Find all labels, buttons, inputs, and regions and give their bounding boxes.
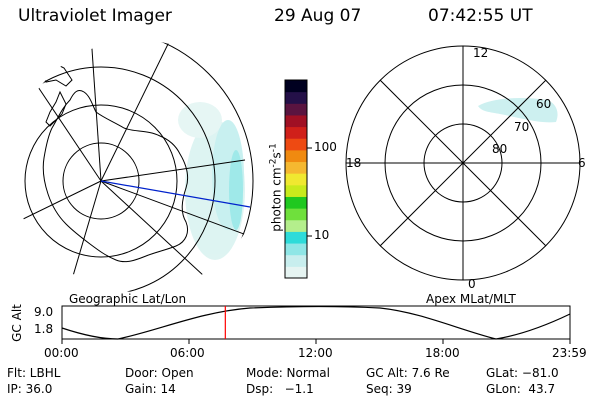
info-dsp: Dsp: −1.1 — [246, 382, 314, 396]
colorbar-cell — [285, 149, 307, 163]
xtick-2359: 23:59 — [552, 346, 587, 360]
info-filter: Flt: LBHL — [7, 366, 61, 380]
colorbar-tick-10: 10 — [314, 228, 330, 242]
info-ip: IP: 36.0 — [7, 382, 53, 396]
info-mode: Mode: Normal — [246, 366, 330, 380]
colorbar-tick-100: 100 — [314, 140, 337, 154]
info-gc-alt: GC Alt: 7.6 Re — [366, 366, 450, 380]
altitude-curve — [61, 305, 571, 340]
left-aurora-emission — [178, 102, 245, 260]
colorbar-cell — [285, 173, 307, 186]
mlat-label-60: 60 — [536, 97, 552, 111]
colorbar-cell — [285, 91, 307, 104]
info-door: Door: Open — [125, 366, 194, 380]
instrument-title: Ultraviolet Imager — [18, 6, 172, 26]
mlt-label-0: 0 — [468, 277, 476, 291]
mlt-label-18: 18 — [346, 156, 362, 170]
colorbar-cell — [285, 103, 307, 116]
orbit-track-line — [100, 180, 251, 208]
unit-exp-s: -1 — [268, 143, 279, 153]
colorbar-cell — [285, 243, 307, 256]
colorbar-cell — [285, 196, 307, 209]
altitude-ytick-low: 1.8 — [34, 322, 54, 336]
colorbar-cell — [285, 80, 307, 93]
unit-photon: photon cm — [269, 167, 284, 232]
mlt-label-12: 12 — [473, 46, 489, 60]
info-seq: Seq: 39 — [366, 382, 412, 396]
colorbar-cell — [285, 138, 307, 151]
info-glon: GLon: 43.7 — [486, 382, 556, 396]
mlat-label-70: 70 — [514, 120, 530, 134]
colorbar-cell — [285, 161, 307, 174]
xtick-0600: 06:00 — [170, 346, 205, 360]
mlat-label-80: 80 — [492, 142, 508, 156]
colorbar-cell — [285, 184, 307, 197]
colorbar — [284, 79, 312, 279]
time-label: 07:42:55 UT — [428, 6, 533, 26]
south-america-tip — [39, 61, 73, 87]
info-gain: Gain: 14 — [125, 382, 176, 396]
date-label: 29 Aug 07 — [274, 6, 362, 26]
colorbar-cell — [285, 266, 307, 279]
apex-polar-map — [345, 45, 581, 281]
unit-s: s — [269, 152, 284, 159]
xtick-1200: 12:00 — [298, 346, 333, 360]
xtick-0000: 00:00 — [44, 346, 79, 360]
colorbar-cell — [285, 231, 307, 244]
colorbar-cell — [285, 114, 307, 128]
geographic-map — [12, 40, 261, 292]
info-glat: GLat: −81.0 — [486, 366, 559, 380]
right-map-caption: Apex MLat/MLT — [426, 292, 516, 306]
antarctica-coastline — [42, 89, 189, 263]
peninsula-outline — [45, 90, 67, 127]
colorbar-unit-label: photon cm-2s-1 — [269, 118, 284, 258]
altitude-ylabel: GC Alt — [10, 304, 24, 342]
altitude-ytick-high: 9.0 — [34, 305, 54, 319]
mlt-label-6: 6 — [578, 156, 586, 170]
colorbar-cell — [285, 126, 307, 139]
xtick-1800: 18:00 — [425, 346, 460, 360]
colorbar-cell — [285, 219, 307, 232]
colorbar-cell — [285, 254, 307, 267]
colorbar-cell — [285, 208, 307, 221]
altitude-plot — [61, 305, 571, 344]
left-map-caption: Geographic Lat/Lon — [69, 292, 187, 306]
unit-exp-cm: -2 — [268, 158, 279, 168]
right-aurora-emission — [478, 98, 558, 123]
